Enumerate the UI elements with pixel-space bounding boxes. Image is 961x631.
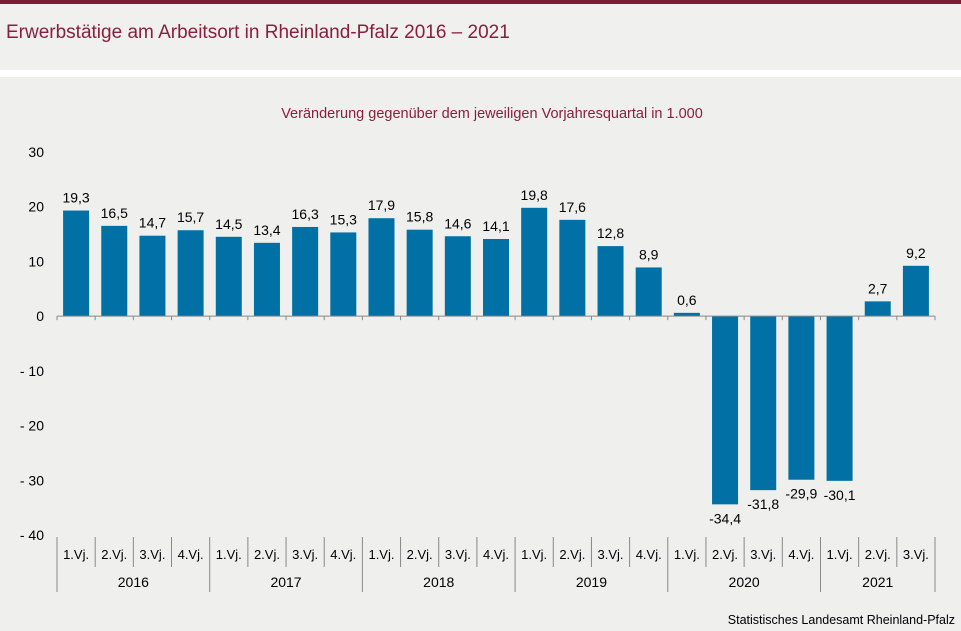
data-label: 2,7 xyxy=(868,280,888,296)
data-label: 9,2 xyxy=(906,245,926,261)
data-label: 15,3 xyxy=(330,211,357,227)
bar xyxy=(292,226,319,317)
category-label: 4.Vj. xyxy=(178,547,204,562)
category-label: 1.Vj. xyxy=(521,547,547,562)
bar xyxy=(521,207,548,317)
y-tick-label: 30 xyxy=(28,144,44,160)
bar xyxy=(559,219,586,317)
data-label: -31,8 xyxy=(747,496,779,512)
bar xyxy=(750,316,777,491)
category-label: 3.Vj. xyxy=(292,547,318,562)
y-axis: 30 20 10 0 - 10 - 20 - 30 - 40 xyxy=(20,144,44,543)
top-accent-bar xyxy=(0,0,961,4)
bar xyxy=(177,230,204,317)
bars xyxy=(63,207,929,505)
bar xyxy=(902,265,929,317)
bar xyxy=(330,232,357,317)
y-tick-label: 10 xyxy=(28,253,44,269)
year-label: 2021 xyxy=(862,574,893,590)
data-label: 19,3 xyxy=(62,190,89,206)
data-label: 12,8 xyxy=(597,225,624,241)
year-label: 2016 xyxy=(118,574,149,590)
y-tick-label: - 20 xyxy=(20,418,44,434)
data-label: -30,1 xyxy=(824,487,856,503)
header-separator xyxy=(0,70,961,77)
chart-subtitle: Veränderung gegenüber dem jeweiligen Vor… xyxy=(281,106,703,122)
category-label: 4.Vj. xyxy=(636,547,662,562)
data-label: 0,6 xyxy=(677,292,697,308)
data-label: 8,9 xyxy=(639,246,659,262)
category-label: 3.Vj. xyxy=(598,547,624,562)
category-label: 4.Vj. xyxy=(483,547,509,562)
bar xyxy=(253,242,280,317)
data-label: 15,8 xyxy=(406,209,433,225)
bar xyxy=(368,218,395,317)
data-labels: 19,3 16,5 14,7 15,7 14,5 13,4 16,3 15,3 17,9 15,8… xyxy=(62,187,925,527)
bar xyxy=(788,316,815,480)
category-label: 1.Vj. xyxy=(827,547,853,562)
year-label: 2019 xyxy=(576,574,607,590)
data-label: 14,7 xyxy=(139,215,166,231)
category-label: 3.Vj. xyxy=(750,547,776,562)
data-label: -34,4 xyxy=(709,510,741,526)
bar xyxy=(826,316,853,481)
year-label: 2017 xyxy=(270,574,301,590)
year-label: 2020 xyxy=(729,574,760,590)
category-label: 1.Vj. xyxy=(216,547,242,562)
bar xyxy=(101,225,128,317)
category-label: 4.Vj. xyxy=(330,547,356,562)
category-label: 2.Vj. xyxy=(559,547,585,562)
category-label: 3.Vj. xyxy=(903,547,929,562)
page-title: Erwerbstätige am Arbeitsort in Rheinland… xyxy=(6,22,510,43)
data-label: 13,4 xyxy=(253,222,280,238)
source-note: Statistisches Landesamt Rheinland-Pfalz xyxy=(728,613,955,627)
data-label: 15,7 xyxy=(177,209,204,225)
data-label: 17,6 xyxy=(559,199,586,215)
data-label: 17,9 xyxy=(368,197,395,213)
y-tick-label: 0 xyxy=(36,308,44,324)
y-tick-label: 20 xyxy=(28,199,44,215)
category-label: 2.Vj. xyxy=(101,547,127,562)
bar xyxy=(215,236,242,317)
bar xyxy=(483,238,509,317)
bar xyxy=(444,236,471,317)
category-label: 1.Vj. xyxy=(674,547,700,562)
bar xyxy=(139,235,166,317)
data-label: 19,8 xyxy=(521,187,548,203)
bar xyxy=(712,316,739,505)
bar xyxy=(635,267,662,317)
bar xyxy=(406,229,433,317)
data-label: 14,1 xyxy=(482,218,509,234)
category-label: 3.Vj. xyxy=(139,547,165,562)
category-label: 2.Vj. xyxy=(407,547,433,562)
category-label: 1.Vj. xyxy=(368,547,394,562)
y-tick-label: - 10 xyxy=(20,363,44,379)
data-label: 16,5 xyxy=(101,205,128,221)
x-axis: 1.Vj. 2.Vj. 3.Vj. 4.Vj. 1.Vj. 2.Vj. 3.Vj. 4.Vj.… xyxy=(56,315,936,592)
y-tick-label: - 30 xyxy=(20,472,44,488)
data-label: 14,5 xyxy=(215,216,242,232)
bar xyxy=(63,210,90,317)
y-tick-label: - 40 xyxy=(20,527,44,543)
data-label: 14,6 xyxy=(444,215,471,231)
year-label: 2018 xyxy=(423,574,454,590)
data-label: -29,9 xyxy=(785,486,817,502)
bar xyxy=(864,301,891,317)
category-label: 2.Vj. xyxy=(254,547,280,562)
bar xyxy=(597,246,624,317)
category-label: 4.Vj. xyxy=(788,547,814,562)
data-label: 16,3 xyxy=(292,206,319,222)
category-label: 2.Vj. xyxy=(712,547,738,562)
bar xyxy=(673,312,700,317)
category-label: 1.Vj. xyxy=(63,547,89,562)
category-label: 2.Vj. xyxy=(865,547,891,562)
category-label: 3.Vj. xyxy=(445,547,471,562)
